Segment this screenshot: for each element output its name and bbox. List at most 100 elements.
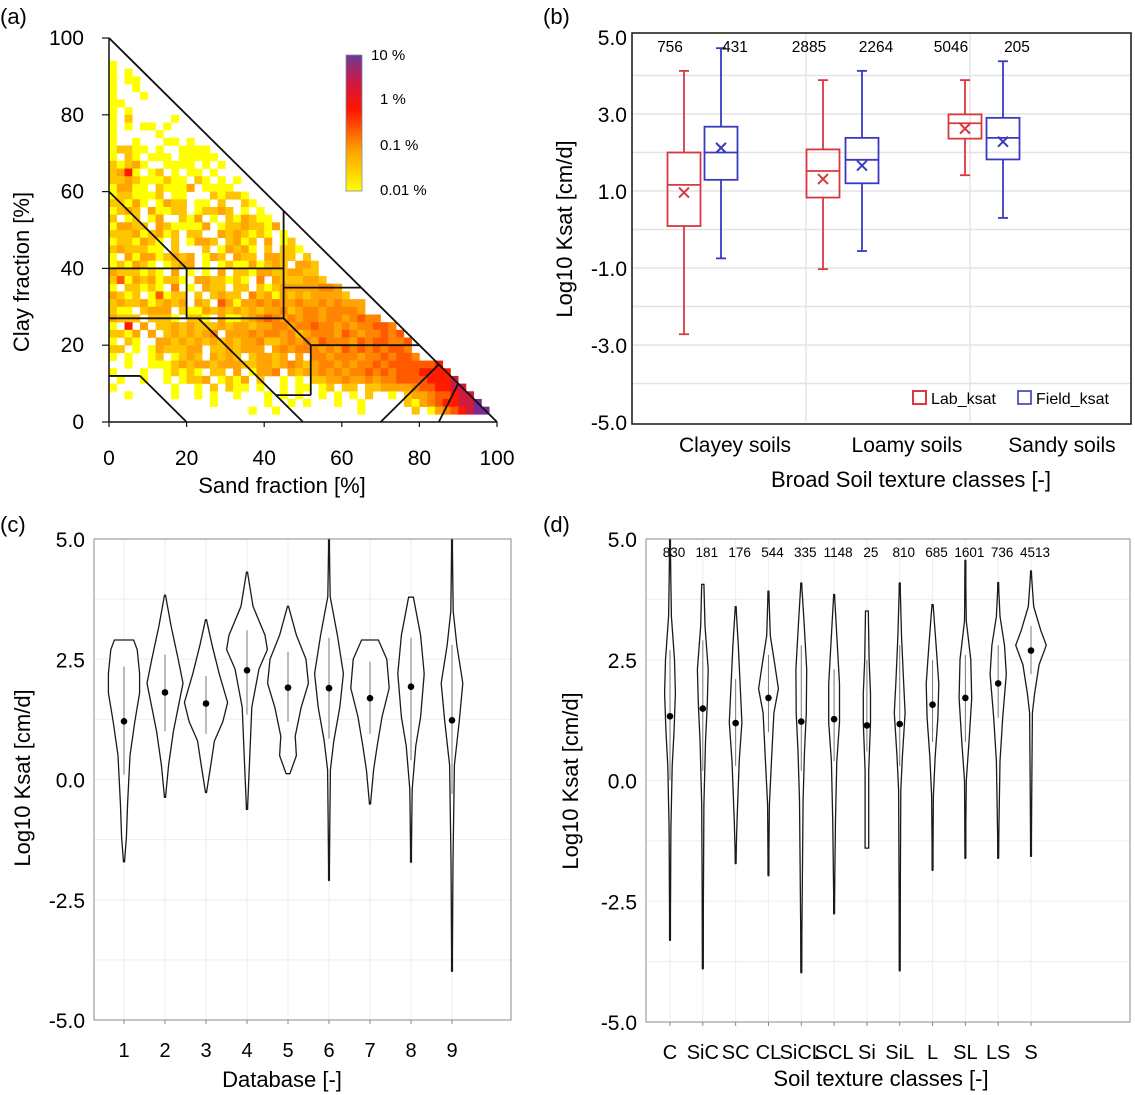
heatmap-cell — [186, 237, 195, 246]
heatmap-cell — [380, 345, 389, 354]
heatmap-cell — [365, 383, 374, 392]
heatmap-cells — [109, 61, 490, 415]
heatmap-cell — [303, 383, 312, 392]
violin — [893, 582, 906, 972]
heatmap-cell — [411, 398, 420, 407]
heatmap-cell — [147, 268, 156, 277]
heatmap-cell — [217, 260, 226, 269]
y-tick-label: 1.0 — [598, 181, 627, 204]
heatmap-cell — [147, 122, 156, 131]
x-tick-label: 3 — [200, 1040, 211, 1062]
heatmap-cell — [217, 245, 226, 254]
heatmap-cell — [209, 352, 218, 361]
heatmap-cell — [171, 391, 180, 400]
heatmap-cell — [155, 230, 164, 238]
heatmap-cell — [256, 329, 265, 338]
heatmap-cell — [209, 276, 218, 285]
x-tick-label: S — [1024, 1042, 1037, 1064]
y-tick-label: 5.0 — [598, 27, 627, 50]
heatmap-cell — [326, 306, 335, 315]
heatmap-cell — [178, 199, 187, 208]
median-point — [161, 689, 169, 696]
plot-frame — [631, 32, 1132, 425]
heatmap-cell — [279, 352, 288, 361]
heatmap-cell — [116, 237, 125, 246]
heatmap-cell — [310, 352, 319, 361]
heatmap-cell — [209, 337, 218, 346]
texture-boundary-line — [379, 363, 440, 423]
heatmap-cell — [388, 391, 397, 400]
heatmap-cell — [310, 268, 319, 277]
heatmap-cell — [217, 322, 226, 331]
x-tick-label: LS — [986, 1042, 1010, 1064]
y-axis-title: Clay fraction [%] — [9, 192, 34, 352]
heatmap-cell — [303, 276, 312, 285]
heatmap-cell — [372, 314, 381, 323]
heatmap-cell — [403, 398, 412, 407]
heatmap-cell — [372, 375, 381, 384]
heatmap-cell — [124, 299, 133, 308]
heatmap-cell — [341, 337, 350, 346]
heatmap-cell — [365, 352, 374, 361]
heatmap-cell — [147, 245, 156, 254]
heatmap-cell — [171, 176, 180, 185]
heatmap-cell — [163, 306, 172, 315]
heatmap-cell — [178, 360, 187, 369]
heatmap-cell — [178, 337, 187, 346]
heatmap-cell — [163, 322, 172, 331]
heatmap-cell — [140, 260, 149, 269]
legend-label-field: Field_ksat — [1036, 391, 1109, 408]
heatmap-cell — [109, 245, 118, 254]
median-point — [732, 719, 739, 727]
heatmap-cell — [233, 375, 242, 384]
violin — [313, 538, 345, 882]
heatmap-cell — [318, 299, 327, 308]
heatmap-cell — [225, 237, 234, 246]
x-tick-label: 9 — [446, 1040, 457, 1062]
heatmap-cell — [171, 276, 180, 285]
heatmap-cell — [427, 375, 436, 384]
heatmap-cell — [178, 176, 187, 185]
heatmap-cell — [240, 268, 249, 277]
heatmap-cell — [256, 230, 265, 238]
violin-body — [795, 582, 808, 974]
y-tick-label: -1.0 — [591, 258, 627, 281]
heatmap-cell — [334, 337, 343, 346]
heatmap-cell — [132, 260, 141, 269]
heatmap-cell — [171, 291, 180, 300]
heatmap-cell — [334, 322, 343, 331]
heatmap-cell — [155, 245, 164, 254]
heatmap-cell — [427, 398, 436, 407]
heatmap-cell — [178, 160, 187, 169]
violins — [107, 538, 464, 973]
heatmap-cell — [396, 383, 405, 392]
y-tick-label: 2.5 — [56, 649, 85, 672]
heatmap-cell — [124, 245, 133, 254]
grid — [94, 539, 511, 1020]
heatmap-cell — [334, 345, 343, 354]
heatmap-cell — [225, 329, 234, 338]
heatmap-cell — [388, 375, 397, 384]
heatmap-cell — [372, 345, 381, 354]
heatmap-cell — [233, 322, 242, 331]
heatmap-cell — [178, 145, 187, 154]
violin — [146, 594, 184, 798]
heatmap-cell — [194, 329, 203, 338]
heatmap-cell — [349, 322, 358, 331]
heatmap-cell — [132, 329, 141, 338]
heatmap-cell — [194, 145, 203, 154]
heatmap-cell — [171, 160, 180, 169]
median-point — [863, 722, 871, 729]
heatmap-cell — [186, 230, 195, 238]
heatmap-cell — [186, 306, 195, 315]
heatmap-cell — [380, 368, 389, 377]
heatmap-cell — [225, 299, 234, 308]
x-tick-label: Clayey soils — [679, 434, 791, 457]
heatmap-cell — [233, 283, 242, 292]
box-lab_ksat: 2885 — [792, 39, 841, 271]
heatmap-cell — [171, 268, 180, 277]
violin — [696, 583, 709, 970]
heatmap-cell — [372, 360, 381, 369]
heatmap-cell — [318, 306, 327, 315]
heatmap-cell — [240, 299, 249, 308]
